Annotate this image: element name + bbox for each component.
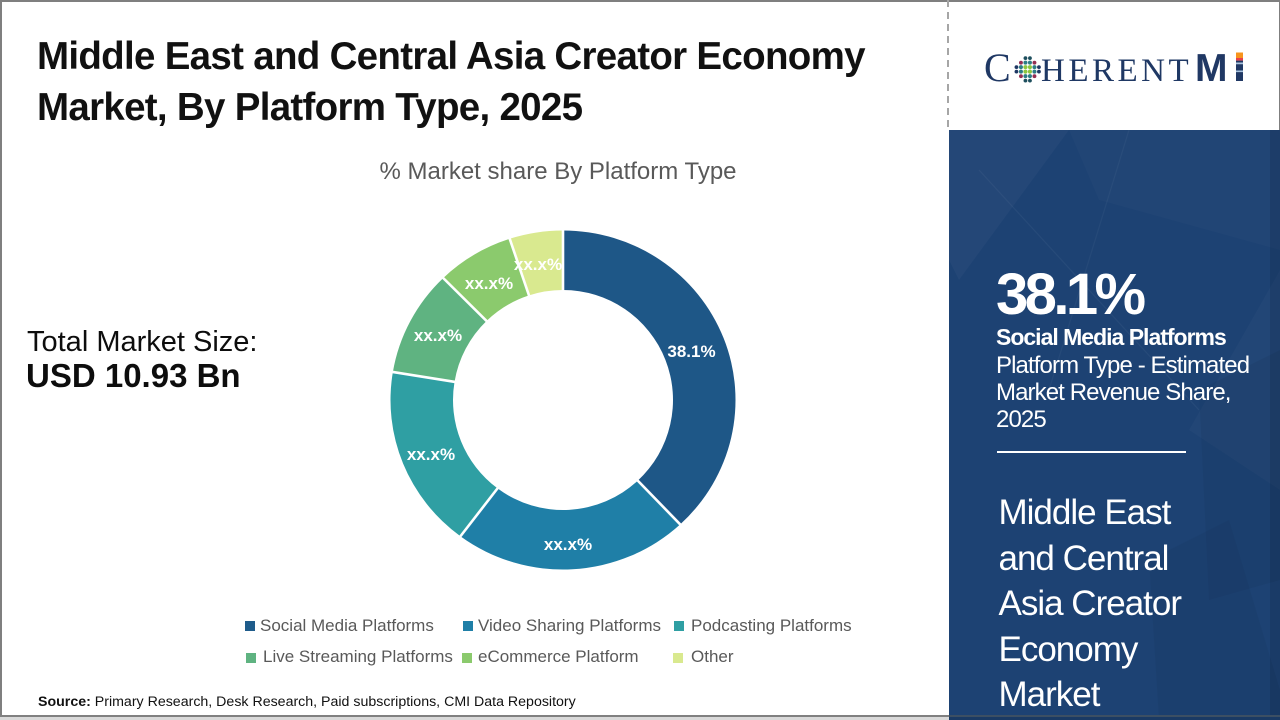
svg-text:xx.x%: xx.x%	[514, 255, 562, 274]
svg-text:xx.x%: xx.x%	[544, 535, 592, 554]
svg-text:xx.x%: xx.x%	[407, 445, 455, 464]
svg-text:C: C	[984, 45, 1011, 90]
svg-text:HERENT: HERENT	[1041, 53, 1192, 89]
svg-text:xx.x%: xx.x%	[465, 274, 513, 293]
svg-text:38.1%: 38.1%	[667, 342, 715, 361]
svg-text:xx.x%: xx.x%	[414, 326, 462, 345]
svg-text:M: M	[1195, 47, 1228, 90]
